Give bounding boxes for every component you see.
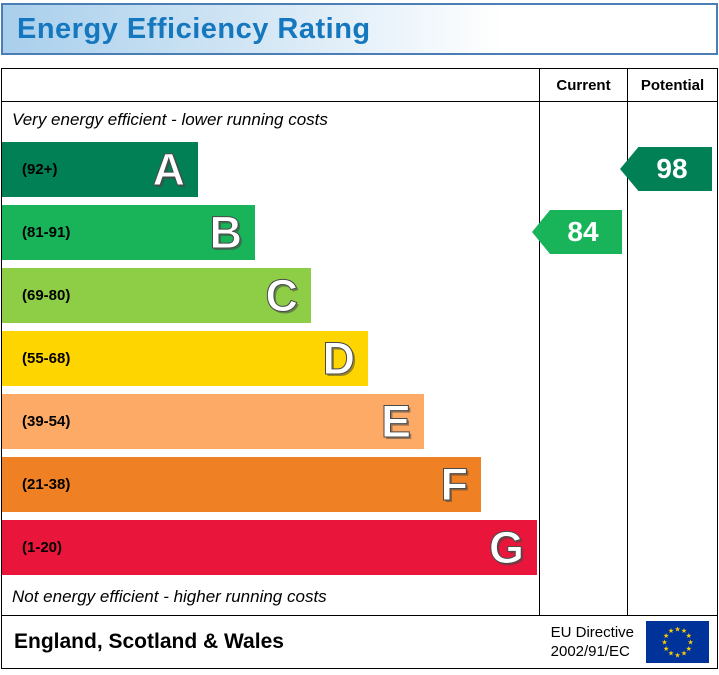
bottom-note: Not energy efficient - higher running co… (12, 587, 327, 606)
band-letter-d: D (322, 333, 355, 384)
region-label: England, Scotland & Wales (14, 630, 284, 653)
band-bar-b: (81-91) B (2, 205, 255, 260)
band-row-f: (21-38) F (2, 453, 539, 516)
band-range-e: (39-54) (22, 413, 71, 430)
svg-text:★: ★ (668, 627, 674, 635)
band-range-b: (81-91) (22, 224, 71, 241)
band-bar-a: (92+) A (2, 142, 198, 197)
potential-arrow: 98 (620, 147, 712, 191)
chart-footer: England, Scotland & Wales EU Directive 2… (2, 616, 717, 668)
current-column: 84 (532, 102, 627, 615)
band-range-g: (1-20) (22, 539, 63, 556)
band-letter-g: G (488, 522, 524, 573)
current-arrow: 84 (532, 210, 622, 254)
svg-text:★: ★ (681, 650, 687, 658)
eu-flag-field (646, 621, 709, 663)
svg-text:★: ★ (686, 645, 692, 653)
band-letter-f: F (440, 459, 468, 510)
svg-text:★: ★ (674, 651, 680, 659)
band-range-d: (55-68) (22, 350, 71, 367)
header-spacer (2, 69, 539, 102)
band-letter-a: A (152, 144, 185, 195)
eu-directive-label: EU Directive 2002/91/EC (551, 623, 634, 662)
svg-text:★: ★ (681, 627, 687, 635)
svg-text:★: ★ (663, 632, 669, 640)
top-note: Very energy efficient - lower running co… (12, 110, 328, 129)
eu-directive-line1: EU Directive (550, 623, 634, 641)
band-letter-b: B (209, 207, 242, 258)
potential-column: 98 (620, 102, 717, 615)
eu-directive-line2: 2002/91/EC (550, 643, 630, 660)
band-bar-e: (39-54) E (2, 394, 424, 449)
eu-stars: ★ ★★★★★★★★★★★ (661, 625, 693, 659)
band-row-c: (69-80) C (2, 264, 539, 327)
band-bar-c: (69-80) C (2, 268, 311, 323)
svg-text:★: ★ (687, 638, 693, 646)
column-header-potential: Potential (627, 69, 717, 102)
band-letter-c: C (265, 270, 298, 321)
band-row-b: (81-91) B (2, 201, 539, 264)
band-bar-g: (1-20) G (2, 520, 537, 575)
band-row-d: (55-68) D (2, 327, 539, 390)
rating-chart: Current Potential Very energy efficient … (2, 69, 717, 616)
svg-text:★: ★ (674, 625, 680, 633)
potential-value: 98 (656, 153, 688, 184)
svg-text:★: ★ (663, 645, 669, 653)
current-value: 84 (567, 216, 599, 247)
band-range-f: (21-38) (22, 476, 71, 493)
band-row-e: (39-54) E (2, 390, 539, 453)
band-range-a: (92+) (22, 161, 58, 178)
band-range-c: (69-80) (22, 287, 71, 304)
band-letter-e: E (380, 396, 411, 447)
svg-text:★: ★ (686, 632, 692, 640)
title-bar: Energy Efficiency Rating (1, 3, 718, 55)
band-row-a: (92+) A (2, 138, 539, 201)
svg-text:★: ★ (661, 638, 667, 646)
band-bar-f: (21-38) F (2, 457, 481, 512)
eu-flag-icon: ★ ★★★★★★★★★★★ (646, 621, 709, 663)
band-row-g: (1-20) G (2, 516, 539, 579)
column-header-current: Current (539, 69, 627, 102)
svg-text:★: ★ (668, 650, 674, 658)
page-title: Energy Efficiency Rating (17, 12, 371, 45)
rating-chart-box: Current Potential Very energy efficient … (1, 68, 718, 669)
band-bar-d: (55-68) D (2, 331, 368, 386)
